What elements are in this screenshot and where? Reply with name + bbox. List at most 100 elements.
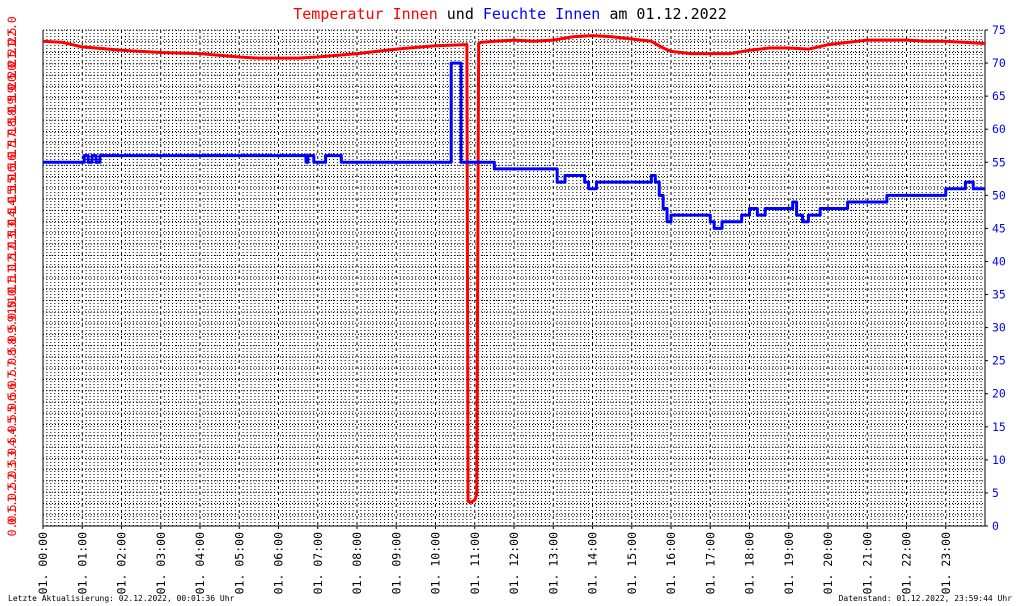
x-tick-label: 01. 13:00 — [546, 532, 560, 594]
left-tick-label: 2.0 — [5, 470, 19, 491]
x-tick-label: 01. 09:00 — [389, 532, 403, 594]
right-tick-label: 5 — [992, 486, 999, 500]
left-tick-label: 11.5 — [5, 253, 19, 281]
x-tick-label: 01. 16:00 — [664, 532, 678, 594]
chart-title: Temperatur Innen und Feuchte Innen am 01… — [293, 5, 727, 23]
right-tick-label: 25 — [992, 354, 1006, 368]
left-tick-label: 9.5 — [5, 301, 19, 322]
series-lines — [42, 34, 986, 504]
x-tick-label: 01. 03:00 — [154, 532, 168, 594]
left-tick-label: 21.5 — [5, 27, 19, 55]
left-tick-label: 15.0 — [5, 174, 19, 202]
x-tick-label: 01. 22:00 — [900, 532, 914, 594]
x-tick-label: 01. 21:00 — [860, 532, 874, 594]
x-tick-label: 01. 07:00 — [311, 532, 325, 594]
left-tick-label: 14.0 — [5, 196, 19, 224]
humidity-line — [43, 61, 985, 230]
left-tick-label: 9.0 — [5, 313, 19, 334]
title-date-part: am 01.12.2022 — [600, 5, 726, 23]
right-tick-label: 70 — [992, 56, 1006, 70]
left-tick-label: 18.0 — [5, 106, 19, 134]
right-tick-label: 55 — [992, 155, 1006, 169]
left-tick-label: 21.0 — [5, 39, 19, 67]
left-axis-ticks: 0.00.51.01.52.02.53.03.54.04.55.05.56.06… — [5, 16, 19, 536]
left-tick-label: 6.0 — [5, 380, 19, 401]
title-connector-part: und — [438, 5, 483, 23]
left-tick-label: 11.0 — [5, 264, 19, 292]
left-tick-label: 16.0 — [5, 151, 19, 179]
left-tick-label: 2.5 — [5, 459, 19, 480]
x-tick-label: 01. 08:00 — [350, 532, 364, 594]
left-tick-label: 3.5 — [5, 437, 19, 458]
right-tick-label: 10 — [992, 453, 1006, 467]
x-tick-label: 01. 02:00 — [115, 532, 129, 594]
left-tick-label: 16.5 — [5, 140, 19, 168]
left-tick-label: 8.0 — [5, 335, 19, 356]
left-tick-label: 1.5 — [5, 482, 19, 503]
left-tick-label: 10.0 — [5, 287, 19, 315]
left-tick-label: 20.0 — [5, 61, 19, 89]
temperature-line — [42, 34, 986, 504]
left-tick-label: 7.0 — [5, 358, 19, 379]
left-tick-label: 3.0 — [5, 448, 19, 469]
left-tick-label: 12.0 — [5, 242, 19, 270]
right-tick-label: 60 — [992, 122, 1006, 136]
x-tick-label: 01. 14:00 — [586, 532, 600, 594]
left-tick-label: 13.0 — [5, 219, 19, 247]
left-tick-label: 19.0 — [5, 84, 19, 112]
right-axis-ticks: 0 5 10 15 20 25 30 35 40 45 50 55 60 65 70 75 — [985, 23, 1006, 533]
left-tick-label: 12.5 — [5, 230, 19, 258]
left-tick-label: 14.5 — [5, 185, 19, 213]
right-tick-label: 20 — [992, 387, 1006, 401]
left-tick-label: 8.5 — [5, 324, 19, 345]
left-tick-label: 18.5 — [5, 95, 19, 123]
left-tick-label: 20.5 — [5, 50, 19, 78]
footer-data-status: Datenstand: 01.12.2022, 23:59:44 Uhr — [839, 594, 1013, 603]
x-tick-label: 01. 04:00 — [193, 532, 207, 594]
x-tick-label: 01. 17:00 — [703, 532, 717, 594]
right-tick-label: 15 — [992, 420, 1006, 434]
title-temperature-part: Temperatur Innen — [293, 5, 438, 23]
left-tick-label: 7.5 — [5, 347, 19, 368]
right-tick-label: 65 — [992, 89, 1006, 103]
x-tick-label: 01. 10:00 — [429, 532, 443, 594]
left-tick-label: 5.0 — [5, 403, 19, 424]
x-tick-label: 01. 12:00 — [507, 532, 521, 594]
x-tick-label: 01. 15:00 — [625, 532, 639, 594]
left-tick-label: 22.0 — [5, 16, 19, 44]
left-tick-label: 4.0 — [5, 425, 19, 446]
footer-last-update: Letzte Aktualisierung: 02.12.2022, 00:01… — [8, 594, 235, 603]
x-tick-label: 01. 20:00 — [821, 532, 835, 594]
x-tick-label: 01. 19:00 — [782, 532, 796, 594]
left-tick-label: 13.5 — [5, 208, 19, 236]
left-tick-label: 0.5 — [5, 504, 19, 525]
left-tick-label: 10.5 — [5, 275, 19, 303]
right-tick-label: 35 — [992, 288, 1006, 302]
left-tick-label: 4.5 — [5, 414, 19, 435]
left-tick-label: 0.0 — [5, 516, 19, 537]
x-tick-label: 01. 05:00 — [232, 532, 246, 594]
x-tick-label: 01. 18:00 — [743, 532, 757, 594]
right-tick-label: 0 — [992, 519, 999, 533]
x-axis-ticks: 01. 00:00 01. 01:00 01. 02:00 01. 03:00 01. … — [36, 526, 953, 594]
right-tick-label: 50 — [992, 188, 1006, 202]
x-tick-label: 01. 06:00 — [272, 532, 286, 594]
x-tick-label: 01. 01:00 — [75, 532, 89, 594]
x-tick-label: 01. 23:00 — [939, 532, 953, 594]
left-tick-label: 19.5 — [5, 73, 19, 101]
left-tick-label: 6.5 — [5, 369, 19, 390]
left-tick-label: 17.0 — [5, 129, 19, 157]
x-tick-label: 01. 00:00 — [36, 532, 50, 594]
right-tick-label: 30 — [992, 321, 1006, 335]
left-tick-label: 15.5 — [5, 163, 19, 191]
right-tick-label: 45 — [992, 221, 1006, 235]
grid-lines — [42, 29, 986, 527]
left-tick-label: 17.5 — [5, 118, 19, 146]
right-tick-label: 40 — [992, 254, 1006, 268]
left-tick-label: 1.0 — [5, 493, 19, 514]
title-humidity-part: Feuchte Innen — [483, 5, 600, 23]
x-tick-label: 01. 11:00 — [468, 532, 482, 594]
left-tick-label: 5.5 — [5, 392, 19, 413]
right-tick-label: 75 — [992, 23, 1006, 37]
